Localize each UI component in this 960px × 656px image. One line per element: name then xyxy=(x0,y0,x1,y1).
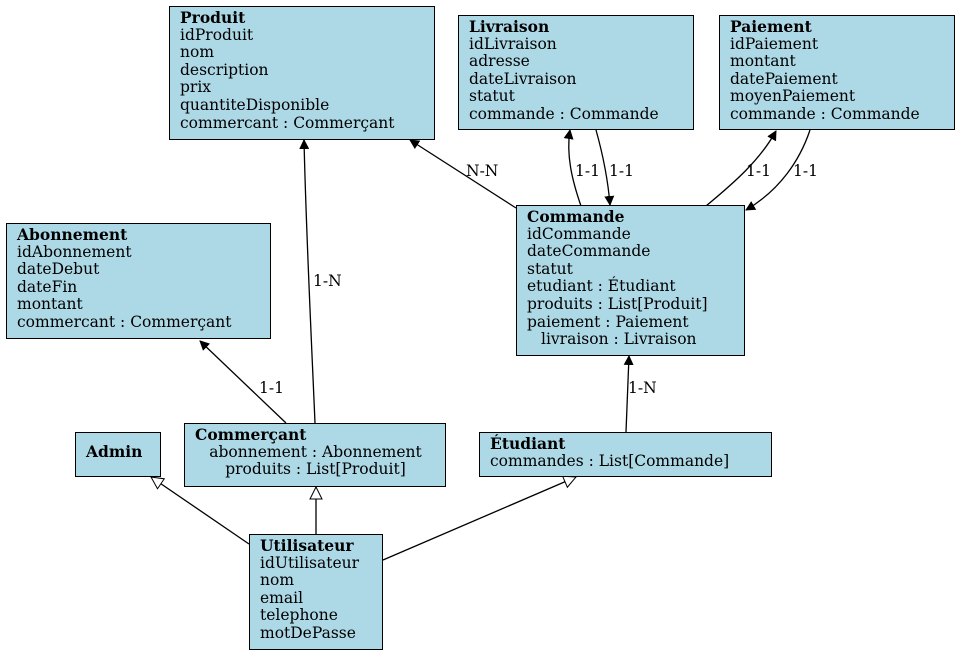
class-attribute: dateCommande xyxy=(527,242,651,261)
class-title: Commerçant xyxy=(195,425,307,444)
class-commande: Commande idCommande dateCommande statut … xyxy=(516,205,745,356)
class-attribute: abonnement : Abonnement xyxy=(209,442,422,461)
class-attribute: nom xyxy=(260,571,295,590)
edge-commande-produit xyxy=(409,139,517,209)
class-attribute: produits : List[Produit] xyxy=(225,460,406,479)
edge-label-commercant-abonnement: 1-1 xyxy=(259,379,284,397)
class-utilisateur: Utilisateur idUtilisateur nom email tele… xyxy=(249,534,383,650)
class-attribute: commercant : Commerçant xyxy=(17,312,232,331)
class-attribute: montant xyxy=(730,52,796,71)
edge-label-commercant-produit: 1-N xyxy=(313,272,342,290)
class-paiement: Paiement idPaiement montant datePaiement… xyxy=(719,15,955,130)
class-title: Admin xyxy=(86,442,143,461)
class-attribute: idAbonnement xyxy=(17,242,132,261)
edge-paiement-commande xyxy=(745,129,811,211)
edge-commercant-abonnement xyxy=(199,340,287,424)
class-attribute: statut xyxy=(527,259,573,278)
class-attribute: commercant : Commerçant xyxy=(180,113,395,132)
class-attribute: idUtilisateur xyxy=(260,553,360,572)
class-title: Étudiant xyxy=(490,434,566,453)
class-attribute: paiement : Paiement xyxy=(527,312,689,331)
class-admin: Admin xyxy=(75,432,161,477)
edge-utilisateur-etudiant xyxy=(382,477,576,561)
class-attribute: idLivraison xyxy=(469,34,557,53)
class-attribute: datePaiement xyxy=(730,69,838,88)
class-attribute: dateDebut xyxy=(17,260,100,279)
class-attribute: motDePasse xyxy=(260,623,356,642)
class-attribute: etudiant : Étudiant xyxy=(527,277,676,296)
class-attribute: quantiteDisponible xyxy=(180,95,330,114)
class-livraison: Livraison idLivraison adresse dateLivrai… xyxy=(458,15,694,130)
class-title: Paiement xyxy=(730,17,812,36)
class-attribute: dateLivraison xyxy=(469,69,577,88)
class-title: Utilisateur xyxy=(260,536,354,555)
class-attribute: idCommande xyxy=(527,224,631,243)
edge-label-paiement-commande: 1-1 xyxy=(793,162,818,180)
edge-label-commande-produit: N-N xyxy=(466,162,498,180)
class-commercant: Commerçant abonnement : Abonnement produ… xyxy=(184,423,446,487)
class-attribute: produits : List[Produit] xyxy=(527,294,708,313)
edge-label-commande-paiement: 1-1 xyxy=(746,162,771,180)
class-attribute: prix xyxy=(180,78,212,97)
class-attribute: email xyxy=(260,588,304,607)
class-abonnement: Abonnement idAbonnement dateDebut dateFi… xyxy=(6,223,271,339)
edge-label-commande-livraison: 1-1 xyxy=(575,162,600,180)
class-attribute: livraison : Livraison xyxy=(541,330,697,349)
edge-label-livraison-commande: 1-1 xyxy=(609,162,634,180)
edge-utilisateur-admin xyxy=(151,477,250,545)
edge-commande-paiement xyxy=(705,130,777,207)
class-attribute: statut xyxy=(469,87,515,106)
class-attribute: dateFin xyxy=(17,277,78,296)
class-attribute: commandes : List[Commande] xyxy=(490,451,730,470)
edge-livraison-commande xyxy=(595,129,615,206)
edge-commercant-produit xyxy=(299,139,316,424)
class-attribute: nom xyxy=(180,43,215,62)
edge-commande-livraison xyxy=(563,129,582,207)
class-attribute: commande : Commande xyxy=(730,104,920,123)
class-attribute: telephone xyxy=(260,606,338,625)
class-title: Abonnement xyxy=(17,225,128,244)
class-attribute: adresse xyxy=(469,52,530,71)
class-produit: Produit idProduit nom description prix q… xyxy=(169,6,435,140)
class-attribute: description xyxy=(180,60,269,79)
edge-label-etudiant-commande: 1-N xyxy=(628,379,657,397)
class-etudiant: Étudiant commandes : List[Commande] xyxy=(479,432,772,477)
class-attribute: moyenPaiement xyxy=(730,87,856,106)
class-attribute: idProduit xyxy=(180,25,254,44)
class-attribute: montant xyxy=(17,295,83,314)
class-title: Produit xyxy=(180,8,246,27)
class-title: Livraison xyxy=(469,17,550,36)
class-title: Commande xyxy=(527,207,625,226)
class-attribute: idPaiement xyxy=(730,34,819,53)
class-attribute: commande : Commande xyxy=(469,104,659,123)
edge-etudiant-commande xyxy=(623,355,634,433)
